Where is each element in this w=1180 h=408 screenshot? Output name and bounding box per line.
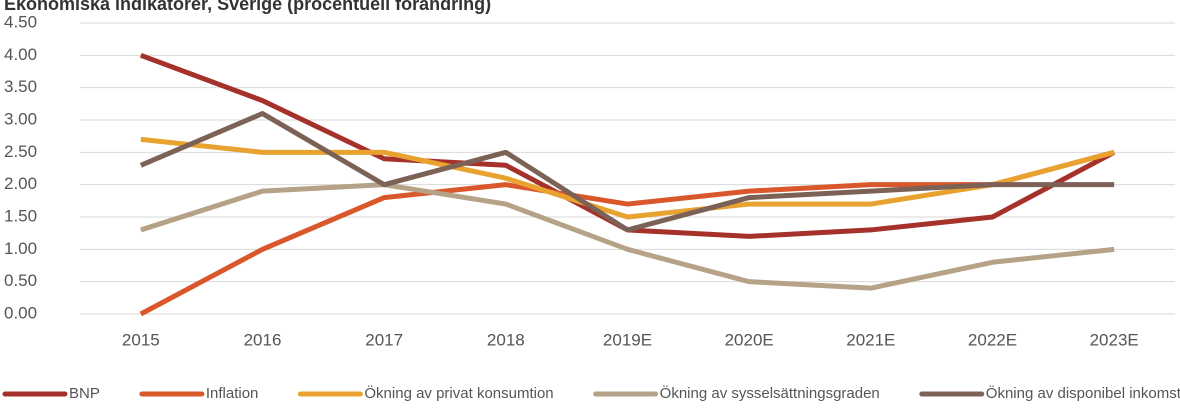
- x-tick-label: 2016: [244, 330, 282, 349]
- legend-label: Ökning av disponibel inkomst: [986, 384, 1180, 402]
- x-tick-label: 2023E: [1090, 330, 1139, 349]
- y-tick-label: 1.00: [4, 239, 37, 258]
- series-line: [140, 182, 1115, 291]
- legend-label: Inflation: [206, 385, 259, 402]
- series-line: [139, 52, 1116, 239]
- series-line: [140, 136, 1115, 220]
- y-tick-label: 1.50: [4, 206, 37, 225]
- x-tick-label: 2018: [487, 330, 525, 349]
- x-tick-label: 2022E: [968, 330, 1017, 349]
- y-tick-label: 2.00: [4, 174, 37, 193]
- legend-label: Ökning av privat konsumtion: [364, 384, 553, 402]
- legend-label: BNP: [69, 385, 100, 402]
- y-tick-label: 3.00: [4, 109, 37, 128]
- y-tick-label: 4.00: [4, 45, 37, 64]
- x-tick-label: 2021E: [846, 330, 895, 349]
- y-tick-label: 3.50: [4, 77, 37, 96]
- x-tick-label: 2020E: [725, 330, 774, 349]
- y-tick-label: 0.00: [4, 303, 37, 322]
- y-tick-label: 0.50: [4, 271, 37, 290]
- x-tick-label: 2019E: [603, 330, 652, 349]
- x-tick-label: 2015: [122, 330, 160, 349]
- legend-label: Ökning av sysselsättningsgraden: [660, 384, 880, 402]
- series-line: [139, 111, 1115, 233]
- x-tick-label: 2017: [365, 330, 403, 349]
- series-line: [139, 149, 1115, 317]
- chart-title: Ekonomiska indikatorer, Sverige (procent…: [4, 0, 491, 14]
- y-tick-label: 2.50: [4, 142, 37, 161]
- y-tick-label: 4.50: [4, 12, 37, 31]
